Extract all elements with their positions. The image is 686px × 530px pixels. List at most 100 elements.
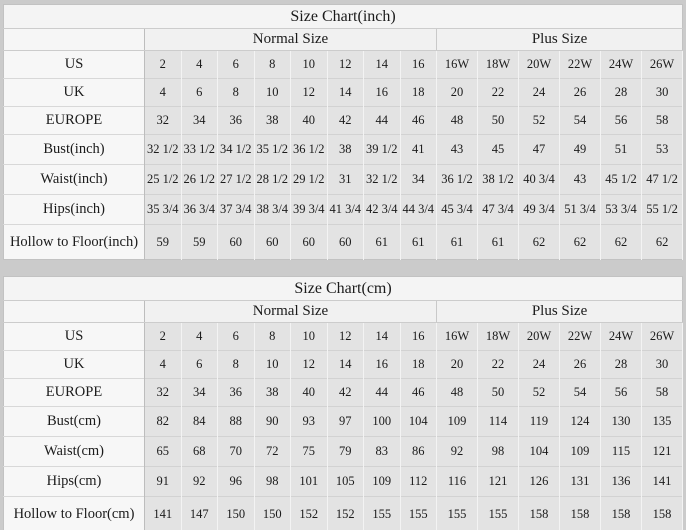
size-value-cell: 92 [436, 436, 478, 467]
size-value-cell: 10 [290, 50, 328, 79]
size-value-cell: 20W [518, 50, 560, 79]
size-value-cell: 37 3/4 [217, 194, 255, 225]
size-value-cell: 104 [399, 406, 437, 437]
size-value-cell: 130 [600, 406, 642, 437]
size-value-cell: 18 [399, 78, 437, 107]
size-value-cell: 158 [640, 496, 684, 530]
size-value-cell: 30 [640, 78, 684, 107]
size-value-cell: 124 [559, 406, 601, 437]
size-value-cell: 36 1/2 [436, 164, 478, 195]
size-value-cell: 60 [217, 224, 255, 260]
size-value-cell: 62 [640, 224, 684, 260]
size-value-cell: 141 [640, 466, 684, 497]
table-row-hollow-to-floor-cm: Hollow to Floor(cm) 141 147 150 150 152 152 155… [3, 496, 684, 530]
size-value-cell: 158 [559, 496, 601, 530]
size-value-cell: 36 [217, 106, 255, 135]
size-value-cell: 62 [559, 224, 601, 260]
size-value-cell: 98 [253, 466, 291, 497]
table-row-hips-cm: Hips(cm) 91 92 96 98 101 105 109 112 116 121 126 131… [3, 466, 684, 497]
size-value-cell: 98 [477, 436, 519, 467]
size-value-cell: 51 [600, 134, 642, 165]
row-label-waist-cm: Waist(cm) [3, 436, 145, 467]
size-value-cell: 44 [363, 106, 401, 135]
size-value-cell: 2 [144, 322, 182, 351]
column-group-normal-size: Normal Size [144, 28, 437, 51]
table-row-hollow-to-floor-inch: Hollow to Floor(inch) 59 59 60 60 60 60 61 61 61 6… [3, 224, 684, 260]
size-value-cell: 12 [290, 350, 328, 379]
row-label-uk: UK [3, 78, 145, 107]
size-value-cell: 109 [559, 436, 601, 467]
size-value-cell: 150 [253, 496, 291, 530]
size-value-cell: 54 [559, 106, 601, 135]
size-value-cell: 39 3/4 [290, 194, 328, 225]
size-value-cell: 16 [363, 78, 401, 107]
size-value-cell: 58 [640, 106, 684, 135]
size-value-cell: 33 1/2 [180, 134, 218, 165]
size-value-cell: 8 [217, 78, 255, 107]
size-value-cell: 90 [253, 406, 291, 437]
row-label-europe: EUROPE [3, 106, 145, 135]
row-label-uk: UK [3, 350, 145, 379]
size-value-cell: 20W [518, 322, 560, 351]
size-value-cell: 44 3/4 [399, 194, 437, 225]
size-value-cell: 49 3/4 [518, 194, 560, 225]
size-value-cell: 84 [180, 406, 218, 437]
size-value-cell: 65 [144, 436, 182, 467]
size-value-cell: 18 [399, 350, 437, 379]
size-value-cell: 4 [180, 50, 218, 79]
size-value-cell: 126 [518, 466, 560, 497]
size-value-cell: 54 [559, 378, 601, 407]
row-label-hollow-to-floor-cm: Hollow to Floor(cm) [3, 496, 145, 530]
size-value-cell: 56 [600, 106, 642, 135]
size-value-cell: 44 [363, 378, 401, 407]
size-value-cell: 8 [253, 322, 291, 351]
size-value-cell: 2 [144, 50, 182, 79]
size-value-cell: 47 1/2 [640, 164, 684, 195]
size-value-cell: 59 [144, 224, 182, 260]
size-value-cell: 61 [363, 224, 401, 260]
size-value-cell: 115 [600, 436, 642, 467]
size-value-cell: 38 [326, 134, 364, 165]
size-value-cell: 22W [559, 322, 601, 351]
size-value-cell: 59 [180, 224, 218, 260]
size-value-cell: 10 [253, 78, 291, 107]
size-value-cell: 155 [436, 496, 478, 530]
size-value-cell: 49 [559, 134, 601, 165]
corner-cell [3, 300, 145, 323]
size-value-cell: 60 [253, 224, 291, 260]
size-value-cell: 72 [253, 436, 291, 467]
size-value-cell: 24 [518, 350, 560, 379]
table-row-bust-inch: Bust(inch) 32 1/2 33 1/2 34 1/2 35 1/2 36 1/2… [3, 134, 684, 165]
row-label-us: US [3, 322, 145, 351]
size-value-cell: 41 [399, 134, 437, 165]
size-value-cell: 43 [436, 134, 478, 165]
size-value-cell: 53 3/4 [600, 194, 642, 225]
size-value-cell: 38 [253, 378, 291, 407]
size-value-cell: 24W [600, 50, 642, 79]
size-value-cell: 26 [559, 78, 601, 107]
size-value-cell: 4 [144, 78, 182, 107]
column-group-plus-size: Plus Size [435, 28, 683, 51]
size-value-cell: 155 [363, 496, 401, 530]
size-value-cell: 24W [600, 322, 642, 351]
size-value-cell: 48 [436, 378, 478, 407]
size-value-cell: 16 [399, 50, 437, 79]
size-value-cell: 46 [399, 106, 437, 135]
size-value-cell: 105 [326, 466, 364, 497]
table-row-us: US 2 4 6 8 10 12 14 16 16W 18W 20W 22W 24W 26W [3, 50, 684, 79]
size-value-cell: 38 [253, 106, 291, 135]
size-value-cell: 50 [477, 106, 519, 135]
size-value-cell: 24 [518, 78, 560, 107]
size-value-cell: 83 [363, 436, 401, 467]
row-label-hips-cm: Hips(cm) [3, 466, 145, 497]
size-value-cell: 12 [326, 322, 364, 351]
size-value-cell: 22 [477, 78, 519, 107]
size-value-cell: 34 [180, 106, 218, 135]
table-row-uk: UK 4 6 8 10 12 14 16 18 20 22 24 26 28 30 [3, 350, 684, 379]
size-value-cell: 20 [436, 78, 478, 107]
size-value-cell: 55 1/2 [640, 194, 684, 225]
size-value-cell: 43 [559, 164, 601, 195]
size-value-cell: 12 [290, 78, 328, 107]
size-value-cell: 92 [180, 466, 218, 497]
size-value-cell: 56 [600, 378, 642, 407]
